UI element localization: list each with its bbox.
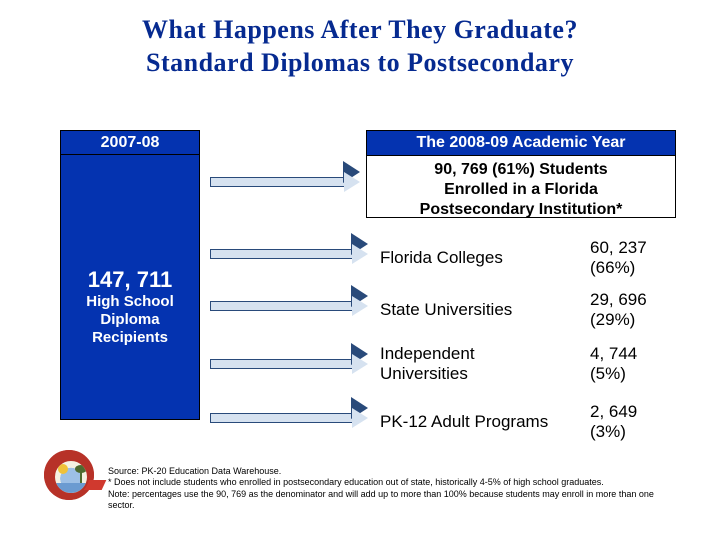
dest-row-1: State Universities 29, 696 (29%) bbox=[380, 290, 680, 331]
left-source-panel: 2007-08 147, 711 High School Diploma Rec… bbox=[60, 130, 200, 420]
flow-arrow-0 bbox=[210, 172, 360, 192]
note-percent-1: Note: percentages use the 90, 769 as the… bbox=[108, 489, 700, 500]
flow-arrow-1 bbox=[210, 244, 368, 264]
dest-row-0: Florida Colleges 60, 237 (66%) bbox=[380, 238, 680, 279]
left-panel-body: 147, 711 High School Diploma Recipients bbox=[61, 155, 199, 347]
dest-row-2: Independent Universities 4, 744 (5%) bbox=[380, 344, 680, 385]
dest-label: State Universities bbox=[380, 300, 512, 320]
dest-value: 29, 696 (29%) bbox=[590, 290, 680, 331]
dest-value-l1: 2, 649 bbox=[590, 402, 680, 422]
dest-value-l1: 60, 237 bbox=[590, 238, 680, 258]
dest-value-l1: 29, 696 bbox=[590, 290, 680, 310]
right-header-l1: 90, 769 (61%) Students bbox=[371, 160, 671, 180]
right-header-panel: The 2008-09 Academic Year 90, 769 (61%) … bbox=[366, 130, 676, 218]
left-sub-1: High School bbox=[61, 293, 199, 311]
dest-value: 60, 237 (66%) bbox=[590, 238, 680, 279]
title-line2: Standard Diplomas to Postsecondary bbox=[0, 47, 720, 80]
note-source: Source: PK-20 Education Data Warehouse. bbox=[108, 466, 700, 477]
right-header-l3: Postsecondary Institution* bbox=[371, 200, 671, 220]
dest-value-l2: (66%) bbox=[590, 258, 680, 278]
florida-seal-icon bbox=[44, 450, 94, 500]
dest-value-l2: (3%) bbox=[590, 422, 680, 442]
left-panel-year: 2007-08 bbox=[61, 131, 199, 155]
right-header-l2: Enrolled in a Florida bbox=[371, 180, 671, 200]
flow-arrow-4 bbox=[210, 408, 368, 428]
note-asterisk: * Does not include students who enrolled… bbox=[108, 477, 700, 488]
dest-label: Florida Colleges bbox=[380, 248, 503, 268]
dest-label-l2: Universities bbox=[380, 364, 475, 384]
left-sub-2: Diploma bbox=[61, 311, 199, 329]
left-sub-3: Recipients bbox=[61, 329, 199, 347]
dest-value-l2: (29%) bbox=[590, 310, 680, 330]
dest-value-l1: 4, 744 bbox=[590, 344, 680, 364]
flow-arrow-3 bbox=[210, 354, 368, 374]
dest-label-l1: Independent bbox=[380, 344, 475, 364]
title-line1: What Happens After They Graduate? bbox=[0, 14, 720, 47]
right-header-bar: The 2008-09 Academic Year bbox=[367, 131, 675, 156]
dest-value: 4, 744 (5%) bbox=[590, 344, 680, 385]
flow-arrow-2 bbox=[210, 296, 368, 316]
slide-title: What Happens After They Graduate? Standa… bbox=[0, 14, 720, 79]
dest-value: 2, 649 (3%) bbox=[590, 402, 680, 443]
dest-label: PK-12 Adult Programs bbox=[380, 412, 548, 432]
dest-label: Independent Universities bbox=[380, 344, 475, 385]
dest-value-l2: (5%) bbox=[590, 364, 680, 384]
footer-notes: Source: PK-20 Education Data Warehouse. … bbox=[108, 466, 700, 511]
dest-row-3: PK-12 Adult Programs 2, 649 (3%) bbox=[380, 402, 680, 443]
right-header-rest: 90, 769 (61%) Students Enrolled in a Flo… bbox=[367, 156, 675, 226]
left-big-number: 147, 711 bbox=[61, 267, 199, 293]
note-percent-2: sector. bbox=[108, 500, 700, 511]
